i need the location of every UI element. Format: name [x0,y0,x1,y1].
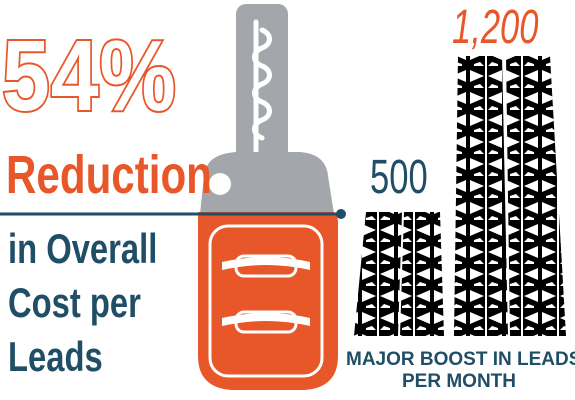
car-key-icon [198,4,338,390]
description-line-1: in Overall [8,228,157,270]
tire-track-1200 [454,56,566,336]
caption-line-2: PER MONTH [346,372,572,392]
divider-dot [336,209,346,219]
leads-after-value: 1,200 [452,4,538,52]
caption-line-1: MAJOR BOOST IN LEADS [346,350,572,370]
tire-track-500 [354,212,444,336]
reduction-percent: 54% [2,26,177,126]
description-line-2: Cost per [8,282,141,324]
description-line-3: Leads [8,336,103,378]
reduction-label: Reduction [6,148,212,202]
leads-before-value: 500 [370,154,428,202]
